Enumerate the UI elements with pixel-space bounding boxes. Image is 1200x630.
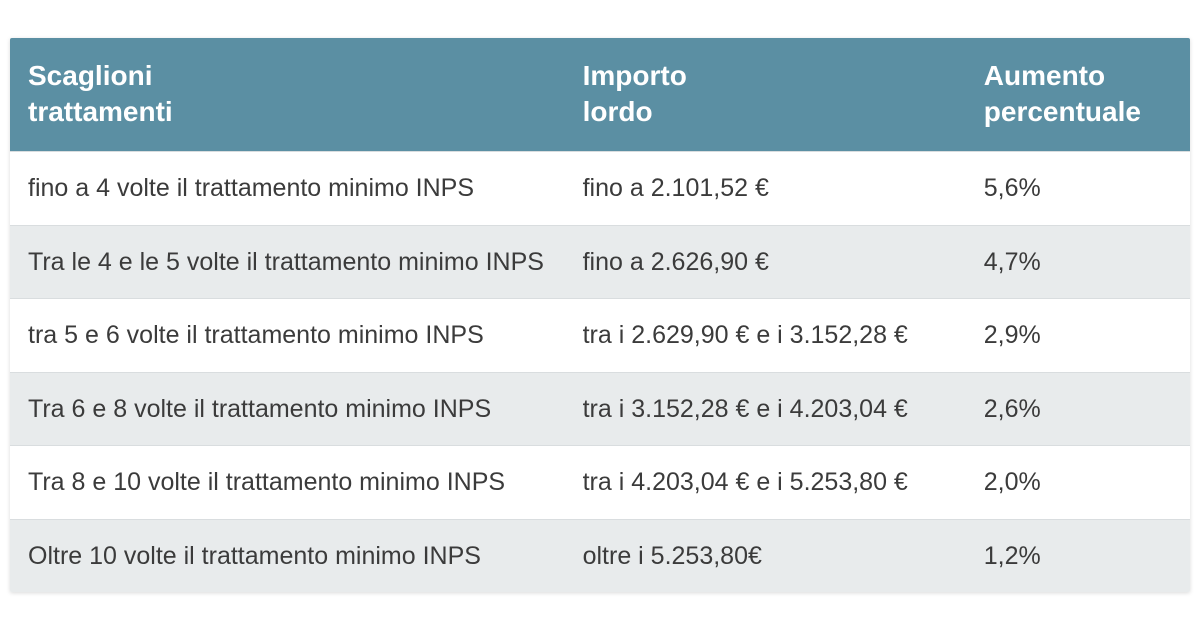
table-row: Oltre 10 volte il trattamento minimo INP…: [10, 519, 1190, 592]
cell-scaglione: Tra le 4 e le 5 volte il trattamento min…: [10, 225, 565, 299]
cell-aumento: 4,7%: [966, 225, 1190, 299]
header-line1: Aumento: [984, 60, 1105, 91]
header-line2: trattamenti: [28, 96, 173, 127]
cell-scaglione: Tra 6 e 8 volte il trattamento minimo IN…: [10, 372, 565, 446]
cell-aumento: 2,9%: [966, 299, 1190, 373]
table-row: fino a 4 volte il trattamento minimo INP…: [10, 152, 1190, 226]
table-body: fino a 4 volte il trattamento minimo INP…: [10, 152, 1190, 593]
table-row: Tra le 4 e le 5 volte il trattamento min…: [10, 225, 1190, 299]
cell-importo: oltre i 5.253,80€: [565, 519, 966, 592]
table: Scaglioni trattamenti Importo lordo Aume…: [10, 38, 1190, 593]
header-line1: Scaglioni: [28, 60, 152, 91]
col-header-scaglioni: Scaglioni trattamenti: [10, 38, 565, 152]
cell-scaglione: Tra 8 e 10 volte il trattamento minimo I…: [10, 446, 565, 520]
cell-importo: fino a 2.101,52 €: [565, 152, 966, 226]
pension-brackets-table: Scaglioni trattamenti Importo lordo Aume…: [10, 38, 1190, 593]
col-header-importo: Importo lordo: [565, 38, 966, 152]
table-row: Tra 8 e 10 volte il trattamento minimo I…: [10, 446, 1190, 520]
table-row: tra 5 e 6 volte il trattamento minimo IN…: [10, 299, 1190, 373]
cell-importo: tra i 3.152,28 € e i 4.203,04 €: [565, 372, 966, 446]
cell-aumento: 2,0%: [966, 446, 1190, 520]
header-line2: percentuale: [984, 96, 1141, 127]
table-header: Scaglioni trattamenti Importo lordo Aume…: [10, 38, 1190, 152]
cell-importo: tra i 2.629,90 € e i 3.152,28 €: [565, 299, 966, 373]
header-line1: Importo: [583, 60, 687, 91]
col-header-aumento: Aumento percentuale: [966, 38, 1190, 152]
header-row: Scaglioni trattamenti Importo lordo Aume…: [10, 38, 1190, 152]
cell-aumento: 1,2%: [966, 519, 1190, 592]
cell-scaglione: fino a 4 volte il trattamento minimo INP…: [10, 152, 565, 226]
cell-scaglione: Oltre 10 volte il trattamento minimo INP…: [10, 519, 565, 592]
cell-importo: fino a 2.626,90 €: [565, 225, 966, 299]
cell-scaglione: tra 5 e 6 volte il trattamento minimo IN…: [10, 299, 565, 373]
cell-aumento: 2,6%: [966, 372, 1190, 446]
header-line2: lordo: [583, 96, 653, 127]
cell-aumento: 5,6%: [966, 152, 1190, 226]
table-row: Tra 6 e 8 volte il trattamento minimo IN…: [10, 372, 1190, 446]
cell-importo: tra i 4.203,04 € e i 5.253,80 €: [565, 446, 966, 520]
